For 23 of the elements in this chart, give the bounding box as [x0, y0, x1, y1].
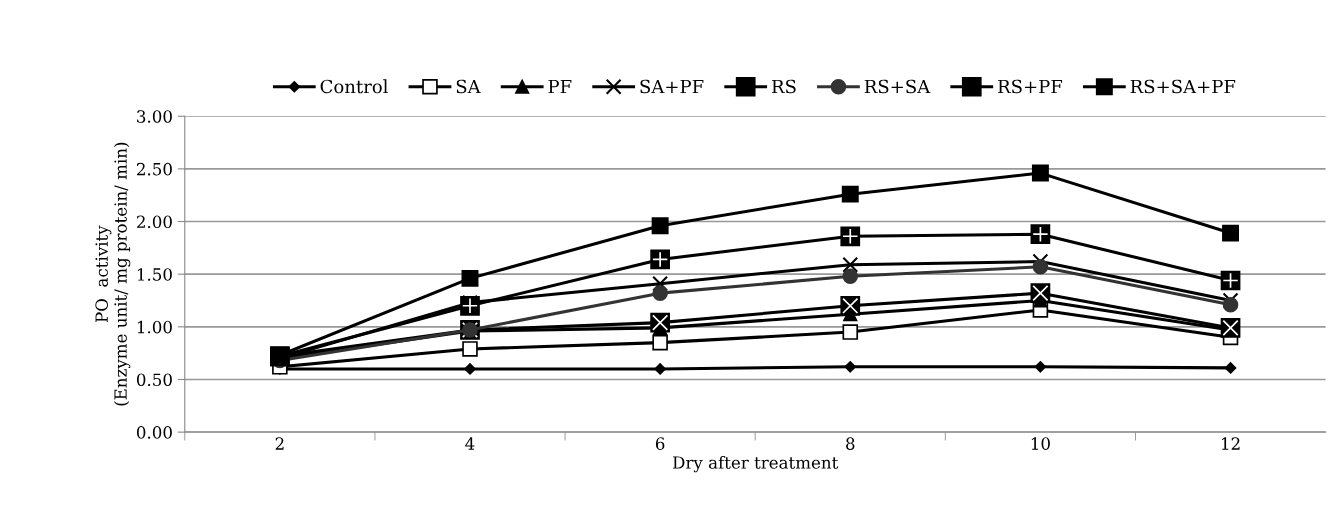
y-tick-label: 2.00	[137, 215, 172, 229]
x-axis-title: Dry after treatment	[673, 455, 839, 473]
legend-label: SA	[456, 79, 481, 94]
x-tick-label: 6	[655, 437, 665, 450]
y-tick-label: 1.00	[137, 320, 172, 334]
legend-label: RS+SA	[864, 79, 931, 94]
y-tick-label: 0.00	[136, 426, 172, 439]
x-tick-label: 4	[465, 437, 475, 450]
legend-label: RS+SA+PF	[1130, 79, 1236, 94]
y-tick-label: 3.00	[137, 110, 172, 123]
x-tick-label: 2	[275, 437, 284, 450]
legend-label: PF	[548, 79, 572, 94]
y-tick-label: 2.50	[137, 162, 172, 176]
y-axis-title: PO activity (Enzyme unit/ mg protein/ min)	[95, 142, 131, 406]
x-tick-label: 12	[1221, 437, 1240, 450]
y-tick-label: 1.50	[137, 268, 172, 281]
legend-label: RS+PF	[998, 79, 1063, 94]
y-tick-label: 0.50	[136, 373, 172, 387]
x-tick-label: 10	[1031, 437, 1050, 450]
x-tick-label: 8	[846, 437, 855, 450]
legend-label: RS	[771, 79, 796, 94]
legend-label: Control	[320, 79, 388, 94]
legend-label: SA+PF	[640, 79, 704, 94]
